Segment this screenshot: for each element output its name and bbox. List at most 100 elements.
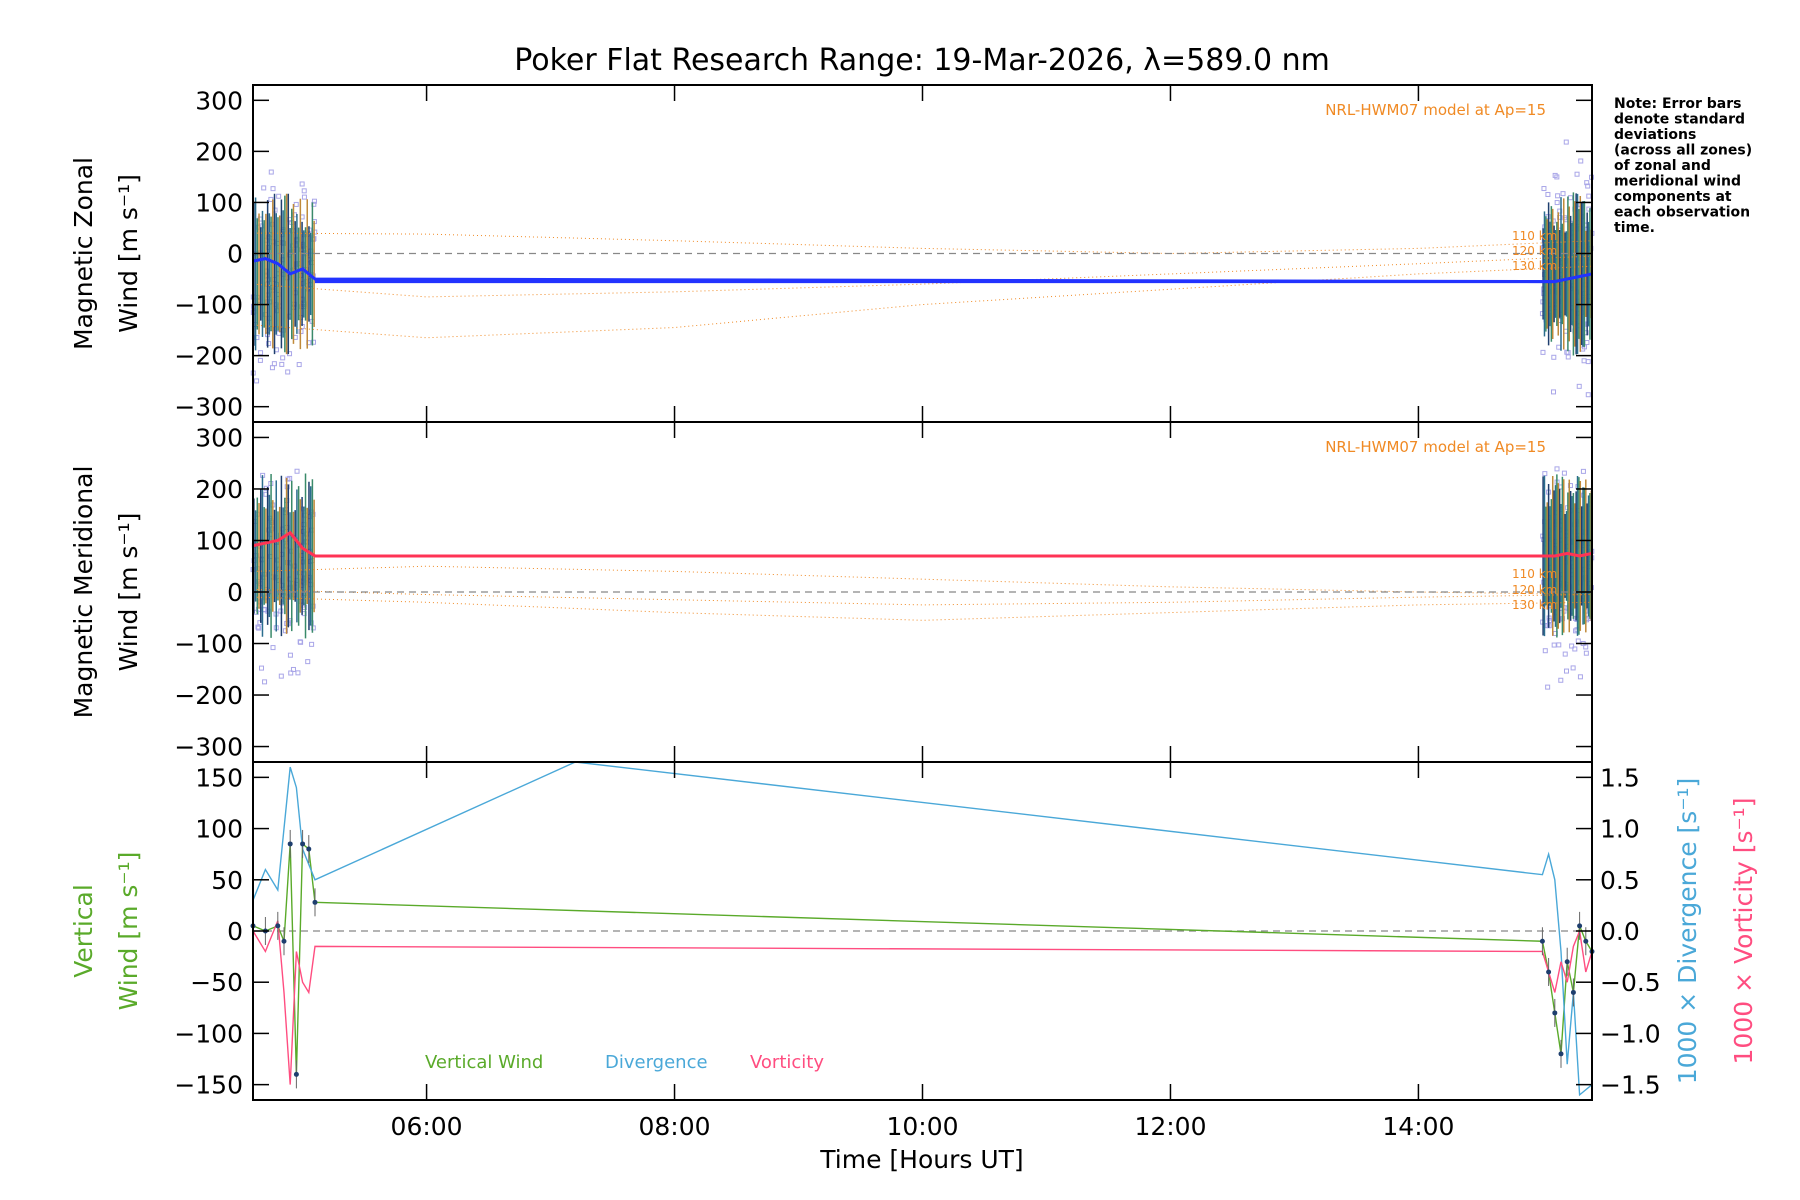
scatter-point (288, 670, 294, 676)
model-curve-130-km (252, 265, 1593, 339)
scatter-point (254, 378, 260, 384)
x-tick-label: 14:00 (1382, 1112, 1454, 1141)
plot-frame (252, 761, 1593, 1101)
altitude-label: 120 km (1512, 583, 1557, 597)
scatter-point (1542, 471, 1548, 477)
legend-item: Vertical Wind (425, 1052, 543, 1073)
y-axis-label: Wind [m s⁻¹] (114, 852, 143, 1011)
scatter-point (287, 351, 293, 357)
series-line (252, 530, 1593, 558)
y-tick-label: −100 (174, 630, 243, 659)
scatter-point (1551, 642, 1557, 648)
vertical-wind-point (1564, 959, 1570, 965)
scatter-point (1569, 643, 1575, 649)
y-tick-label: 0 (227, 578, 243, 607)
scatter-point (1562, 651, 1568, 657)
scatter-point (1562, 215, 1568, 221)
scatter-point (1556, 642, 1562, 648)
x-tick-label: 06:00 (391, 1112, 463, 1141)
y-tick-label: −50 (190, 968, 243, 997)
scatter-point (261, 185, 267, 191)
y-tick-label: 100 (195, 815, 243, 844)
scatter-point (1568, 195, 1574, 201)
vertical-wind-point (281, 938, 287, 944)
scatter-point (1577, 674, 1583, 680)
vertical-wind-point (1539, 938, 1545, 944)
scatter-point (258, 350, 264, 356)
vertical-wind-point (1577, 923, 1583, 929)
y-tick-label: −200 (174, 681, 243, 710)
plot-frame (252, 421, 1593, 763)
scatter-point (1554, 200, 1560, 206)
scatter-point (296, 362, 302, 368)
series-line-Vorticity (252, 920, 1593, 1085)
y-axis-label: Magnetic Meridional (69, 466, 98, 719)
model-curve-120-km (252, 588, 1593, 606)
scatter-point (1572, 646, 1578, 652)
scatter-point (1558, 677, 1564, 683)
scatter-point (1581, 358, 1587, 364)
scatter-point (280, 355, 286, 361)
scatter-point (1578, 158, 1584, 164)
y-tick-label: −300 (174, 393, 243, 422)
scatter-point (278, 673, 284, 679)
y2-label-divergence: 1000 × Divergence [s⁻¹] (1673, 778, 1702, 1085)
legend-item: Vorticity (750, 1052, 824, 1073)
note-line: components at (1614, 189, 1732, 205)
y-tick-label: 200 (195, 475, 243, 504)
scatter-point (310, 339, 316, 345)
series-line (252, 257, 1593, 284)
scatter-point (290, 666, 296, 672)
scatter-point (255, 624, 261, 630)
scatter-point (1541, 186, 1547, 192)
altitude-label: 110 km (1512, 229, 1557, 243)
scatter-point (301, 194, 307, 200)
vertical-wind-point (1546, 969, 1552, 975)
legend-item: Divergence (605, 1052, 708, 1073)
y-tick-label: 200 (195, 137, 243, 166)
scatter-point (311, 198, 317, 204)
vertical-wind-point (1583, 938, 1589, 944)
note-line: deviations (1614, 127, 1696, 143)
scatter-point (1583, 650, 1589, 656)
vertical-wind-point (306, 846, 312, 852)
scatter-point (1585, 183, 1591, 189)
scatter-point (1560, 191, 1566, 197)
model-label: NRL-HWM07 model at Ap=15 (1325, 101, 1546, 119)
scatter-point (1556, 344, 1562, 350)
scatter-point (1555, 193, 1561, 199)
scatter-point (285, 369, 291, 375)
scatter-point (287, 652, 293, 658)
y-axis-label: Vertical (69, 884, 98, 978)
scatter-point (1576, 383, 1582, 389)
model-curve-110-km (252, 565, 1593, 596)
scatter-point (1554, 466, 1560, 472)
model-curve-130-km (252, 596, 1593, 621)
note-line: denote standard (1614, 112, 1745, 128)
y2-tick-label: −1.0 (1600, 1019, 1661, 1048)
vertical-wind-point (300, 841, 306, 847)
model-curve-120-km (252, 255, 1593, 298)
y2-label-vorticity: 1000 × Vorticity [s⁻¹] (1729, 798, 1758, 1065)
scatter-point (279, 361, 285, 367)
panel-vertical: Vertical Wind Divergence Vorticity −1.5 −1.0… (69, 761, 1758, 1101)
scatter-point (1542, 648, 1548, 654)
scatter-point (294, 468, 300, 474)
scatter-point (1584, 180, 1590, 186)
scatter-point (259, 665, 265, 671)
y-tick-label: 150 (195, 763, 243, 792)
scatter-point (1540, 349, 1546, 355)
scatter-point (1563, 668, 1569, 674)
note-line: time. (1614, 220, 1655, 236)
scatter-point (268, 196, 274, 202)
vertical-wind-point (312, 899, 318, 905)
scatter-point (1575, 638, 1581, 644)
scatter-point (1585, 359, 1591, 365)
note-line: (across all zones) (1614, 143, 1752, 159)
scatter-point (1583, 644, 1589, 650)
y2-tick-label: 1.0 (1600, 815, 1640, 844)
scatter-point (1546, 618, 1552, 624)
scatter-point (1551, 354, 1557, 360)
scatter-point (1567, 483, 1573, 489)
chart-title: Poker Flat Research Range: 19-Mar-2026, … (514, 43, 1330, 78)
